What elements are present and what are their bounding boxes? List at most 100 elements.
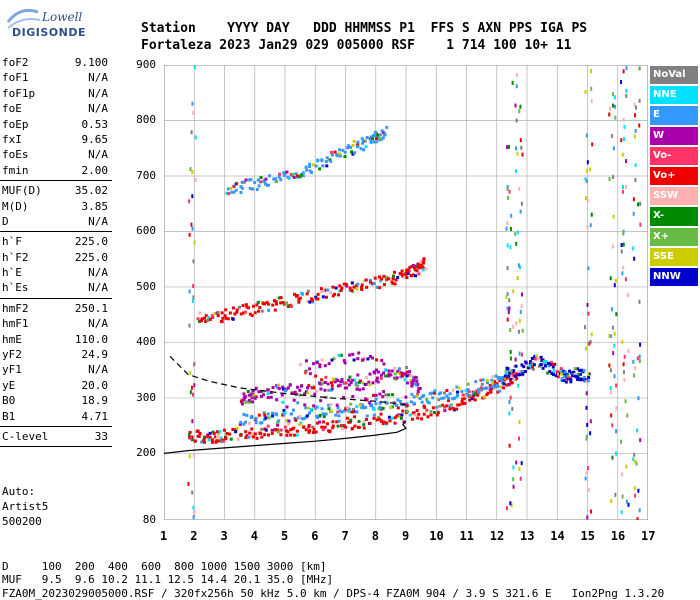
interference-point [509, 501, 512, 506]
interference-point [508, 144, 511, 149]
echo-point [263, 433, 267, 437]
param-row-d: D N/A [0, 214, 112, 229]
echo-point [323, 388, 327, 392]
echo-point [251, 400, 255, 404]
interference-point [586, 515, 589, 520]
interference-point [633, 486, 636, 491]
echo-point [281, 400, 285, 404]
x-tick-label: 1 [160, 529, 168, 543]
echo-point [220, 320, 224, 324]
echo-point [392, 270, 396, 274]
interference-point [193, 509, 196, 514]
interference-point [587, 371, 590, 376]
echo-point [287, 176, 291, 180]
echo-point [314, 374, 318, 378]
echo-point [376, 415, 380, 419]
echo-point [465, 392, 469, 396]
interference-point [621, 494, 624, 499]
param-row-foep: foEp 0.53 [0, 117, 112, 132]
echo-point [491, 374, 495, 378]
echo-point [446, 399, 450, 403]
echo-point [372, 416, 376, 420]
echo-point [381, 371, 385, 375]
echo-point [425, 397, 429, 401]
footer-muf-row: MUF 9.5 9.6 10.2 11.1 12.5 14.4 20.1 35.… [2, 573, 334, 586]
echo-point [381, 136, 385, 140]
echo-point [321, 412, 325, 416]
echo-point [353, 151, 357, 155]
echo-point [510, 375, 514, 379]
echo-point [309, 407, 313, 411]
echo-point [266, 433, 270, 437]
echo-point [310, 170, 314, 174]
echo-point [235, 182, 239, 186]
echo-point [421, 268, 425, 272]
echo-point [348, 353, 352, 357]
echo-point [284, 389, 288, 393]
echo-point [321, 164, 325, 168]
echo-point [375, 418, 379, 422]
interference-point [634, 459, 637, 464]
echo-point [244, 400, 248, 404]
echo-point [343, 155, 347, 159]
interference-point [608, 112, 611, 117]
interference-point [191, 170, 194, 175]
lowell-digisonde-logo: Lowell DIGISONDE [2, 2, 114, 46]
echo-point [370, 356, 374, 360]
header-values: Fortaleza 2023 Jan29 029 005000 RSF 1 71… [141, 38, 572, 53]
echo-point [314, 430, 318, 434]
echo-point [480, 388, 484, 392]
param-value: 20.0 [81, 378, 109, 392]
echo-point [362, 279, 366, 283]
echo-point [356, 282, 360, 286]
echo-point [293, 433, 297, 437]
interference-point [608, 334, 611, 339]
echo-point [327, 362, 331, 366]
param-value: 250.1 [74, 301, 108, 315]
echo-point [312, 362, 316, 366]
echo-point [267, 183, 271, 187]
echo-point [319, 287, 323, 291]
echo-point [355, 410, 359, 414]
echo-point [349, 420, 353, 424]
echo-point [375, 358, 379, 362]
echo-point [417, 272, 421, 276]
echo-point [327, 403, 331, 407]
echo-point [474, 380, 478, 384]
param-key: B0 [2, 394, 16, 408]
echo-point [266, 388, 270, 392]
echo-point [580, 368, 584, 372]
param-key: M(D) [2, 199, 29, 213]
echo-point [277, 175, 281, 179]
echo-point [298, 175, 302, 179]
echo-point [389, 405, 393, 409]
echo-point [306, 289, 310, 293]
echo-point [562, 375, 566, 379]
echo-point [396, 369, 400, 373]
echo-point [390, 416, 394, 420]
echo-point [380, 129, 384, 133]
interference-point [506, 317, 509, 322]
echo-point [513, 374, 517, 378]
echo-point [272, 299, 276, 303]
echo-point [215, 439, 219, 443]
echo-point [422, 266, 426, 270]
echo-point [337, 414, 341, 418]
footer-file-info: FZA0M_2023029005000.RSF / 320fx256h 50 k… [2, 587, 665, 600]
echo-point [242, 392, 246, 396]
echo-point [449, 403, 453, 407]
echo-point [314, 295, 318, 299]
echo-point [289, 428, 293, 432]
echo-point [399, 370, 403, 374]
echo-point [305, 386, 309, 390]
echo-point [276, 430, 280, 434]
echo-point [313, 392, 317, 396]
echo-point [494, 374, 498, 378]
echo-point [549, 361, 553, 365]
echo-point [382, 131, 386, 135]
interference-point [625, 464, 628, 469]
interference-point [190, 130, 193, 135]
interference-point [638, 354, 641, 359]
echo-point [279, 178, 283, 182]
echo-point [493, 380, 497, 384]
